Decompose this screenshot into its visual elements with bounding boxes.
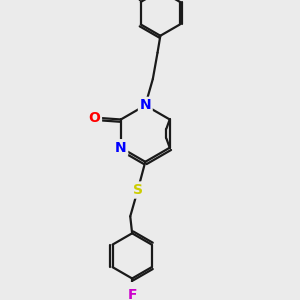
Text: F: F [128,288,137,300]
Text: O: O [88,111,101,124]
Text: N: N [115,141,127,155]
Text: S: S [133,183,143,197]
Text: N: N [140,98,151,112]
